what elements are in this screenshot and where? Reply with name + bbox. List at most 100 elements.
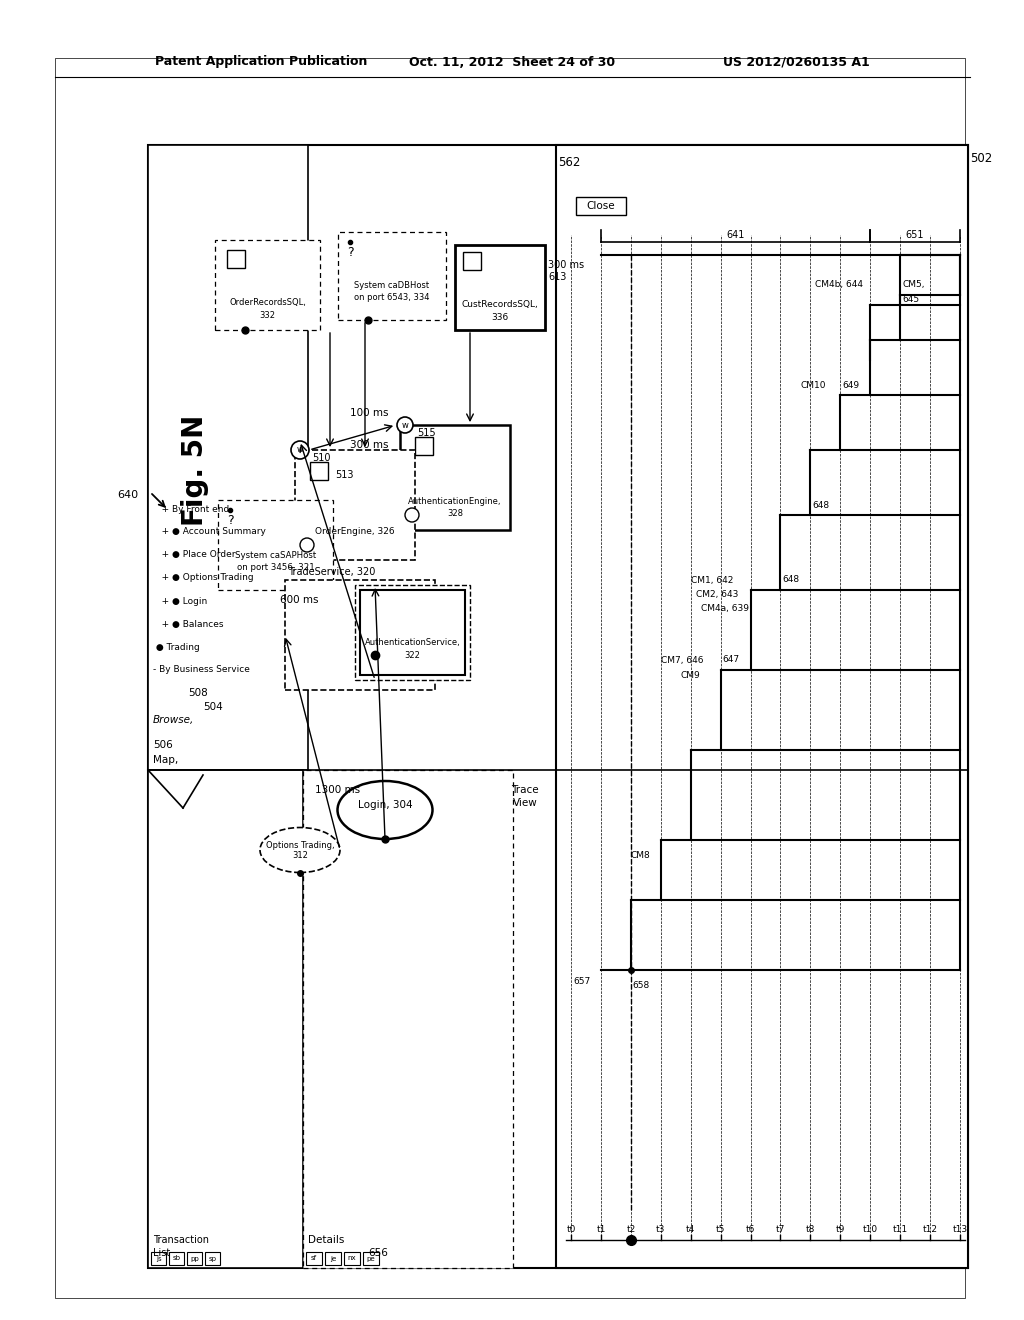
Circle shape [397, 417, 413, 433]
Text: 332: 332 [259, 310, 275, 319]
Bar [148, 145, 968, 1269]
Text: 510: 510 [312, 453, 331, 463]
Text: AuthenticationService,: AuthenticationService, [365, 638, 461, 647]
Bar [151, 1251, 166, 1265]
Text: Transaction: Transaction [153, 1236, 209, 1245]
Text: 648: 648 [782, 576, 800, 585]
Circle shape [300, 539, 314, 552]
Text: 322: 322 [404, 651, 421, 660]
Ellipse shape [260, 828, 340, 873]
Text: 100 ms: 100 ms [350, 408, 388, 418]
Text: System caDBHost: System caDBHost [354, 281, 429, 289]
Text: 649: 649 [843, 380, 859, 389]
Text: 640: 640 [117, 490, 138, 500]
Bar [148, 770, 303, 1269]
Text: on port 3456, 321: on port 3456, 321 [237, 564, 314, 573]
Text: CM4a, 639: CM4a, 639 [700, 603, 749, 612]
Text: CustRecordsSQL,: CustRecordsSQL, [462, 300, 539, 309]
Text: t3: t3 [656, 1225, 666, 1234]
Text: CM10: CM10 [801, 380, 825, 389]
Text: 506: 506 [153, 741, 173, 750]
Text: js: js [156, 1255, 162, 1262]
Text: t12: t12 [923, 1225, 938, 1234]
Text: 300 ms: 300 ms [350, 440, 388, 450]
Text: ● Trading: ● Trading [153, 643, 200, 652]
Text: + ● Place Order: + ● Place Order [153, 550, 236, 560]
Bar [303, 770, 513, 1269]
Text: t8: t8 [806, 1225, 815, 1234]
Text: on port 6543, 334: on port 6543, 334 [354, 293, 430, 302]
Bar [575, 197, 626, 215]
Bar [148, 145, 308, 770]
Text: ?: ? [347, 246, 353, 259]
Text: Trace: Trace [511, 785, 539, 795]
Bar [306, 1251, 322, 1265]
Text: + ● Account Summary: + ● Account Summary [153, 528, 266, 536]
Text: + ● Login: + ● Login [153, 597, 207, 606]
Text: 508: 508 [188, 688, 208, 698]
Ellipse shape [338, 781, 432, 840]
Text: Patent Application Publication: Patent Application Publication [155, 55, 368, 69]
Bar [556, 145, 968, 1269]
Text: 600 ms: 600 ms [280, 595, 318, 605]
Text: je: je [330, 1255, 336, 1262]
Text: pp: pp [190, 1255, 199, 1262]
Text: + ● Options Trading: + ● Options Trading [153, 573, 254, 582]
Bar [227, 249, 245, 268]
Text: t1: t1 [596, 1225, 605, 1234]
Bar [205, 1251, 220, 1265]
Text: View: View [513, 799, 538, 808]
Text: System caSAPHost: System caSAPHost [234, 550, 316, 560]
Text: Close: Close [587, 201, 615, 211]
Text: 658: 658 [633, 981, 650, 990]
Text: 300 ms: 300 ms [548, 260, 584, 271]
Text: Map,: Map, [153, 755, 178, 766]
Circle shape [406, 508, 419, 521]
Text: w: w [297, 446, 303, 454]
Text: AuthenticationEngine,: AuthenticationEngine, [409, 498, 502, 507]
Bar [295, 450, 415, 560]
Text: CM5,: CM5, [902, 281, 925, 289]
Text: t9: t9 [836, 1225, 845, 1234]
Bar [215, 240, 319, 330]
Text: t11: t11 [893, 1225, 907, 1234]
Bar [455, 246, 545, 330]
Text: 648: 648 [812, 500, 829, 510]
Text: Browse,: Browse, [153, 715, 195, 725]
Text: t2: t2 [627, 1225, 636, 1234]
Text: CM2, 643: CM2, 643 [695, 590, 738, 599]
Text: TradeService, 320: TradeService, 320 [288, 568, 376, 577]
Text: 651: 651 [906, 230, 925, 240]
Text: CM9: CM9 [681, 671, 700, 680]
Text: - By Business Service: - By Business Service [153, 665, 250, 675]
Text: Login, 304: Login, 304 [357, 800, 413, 810]
Bar [415, 437, 433, 455]
Text: t4: t4 [686, 1225, 695, 1234]
Bar [338, 232, 446, 319]
Text: + ● Balances: + ● Balances [153, 619, 223, 628]
Bar [344, 1251, 360, 1265]
Text: Options Trading,: Options Trading, [265, 841, 334, 850]
Text: pe: pe [367, 1255, 376, 1262]
Text: 641: 641 [726, 230, 744, 240]
Bar [360, 590, 465, 675]
Text: 513: 513 [335, 470, 353, 480]
Bar [218, 500, 333, 590]
Bar [169, 1251, 184, 1265]
Text: CM7, 646: CM7, 646 [660, 656, 703, 664]
Bar [400, 425, 510, 531]
Circle shape [291, 441, 309, 459]
Text: nx: nx [348, 1255, 356, 1262]
Text: 562: 562 [558, 156, 581, 169]
Text: ?: ? [226, 513, 233, 527]
Text: t10: t10 [862, 1225, 878, 1234]
Text: t5: t5 [716, 1225, 725, 1234]
Bar [285, 579, 435, 690]
Text: sp: sp [209, 1255, 216, 1262]
Text: sf: sf [311, 1255, 317, 1262]
Bar [362, 1251, 379, 1265]
Text: OrderRecordsSQL,: OrderRecordsSQL, [229, 297, 306, 306]
Text: 657: 657 [572, 978, 590, 986]
Text: t6: t6 [745, 1225, 756, 1234]
Text: 336: 336 [492, 313, 509, 322]
